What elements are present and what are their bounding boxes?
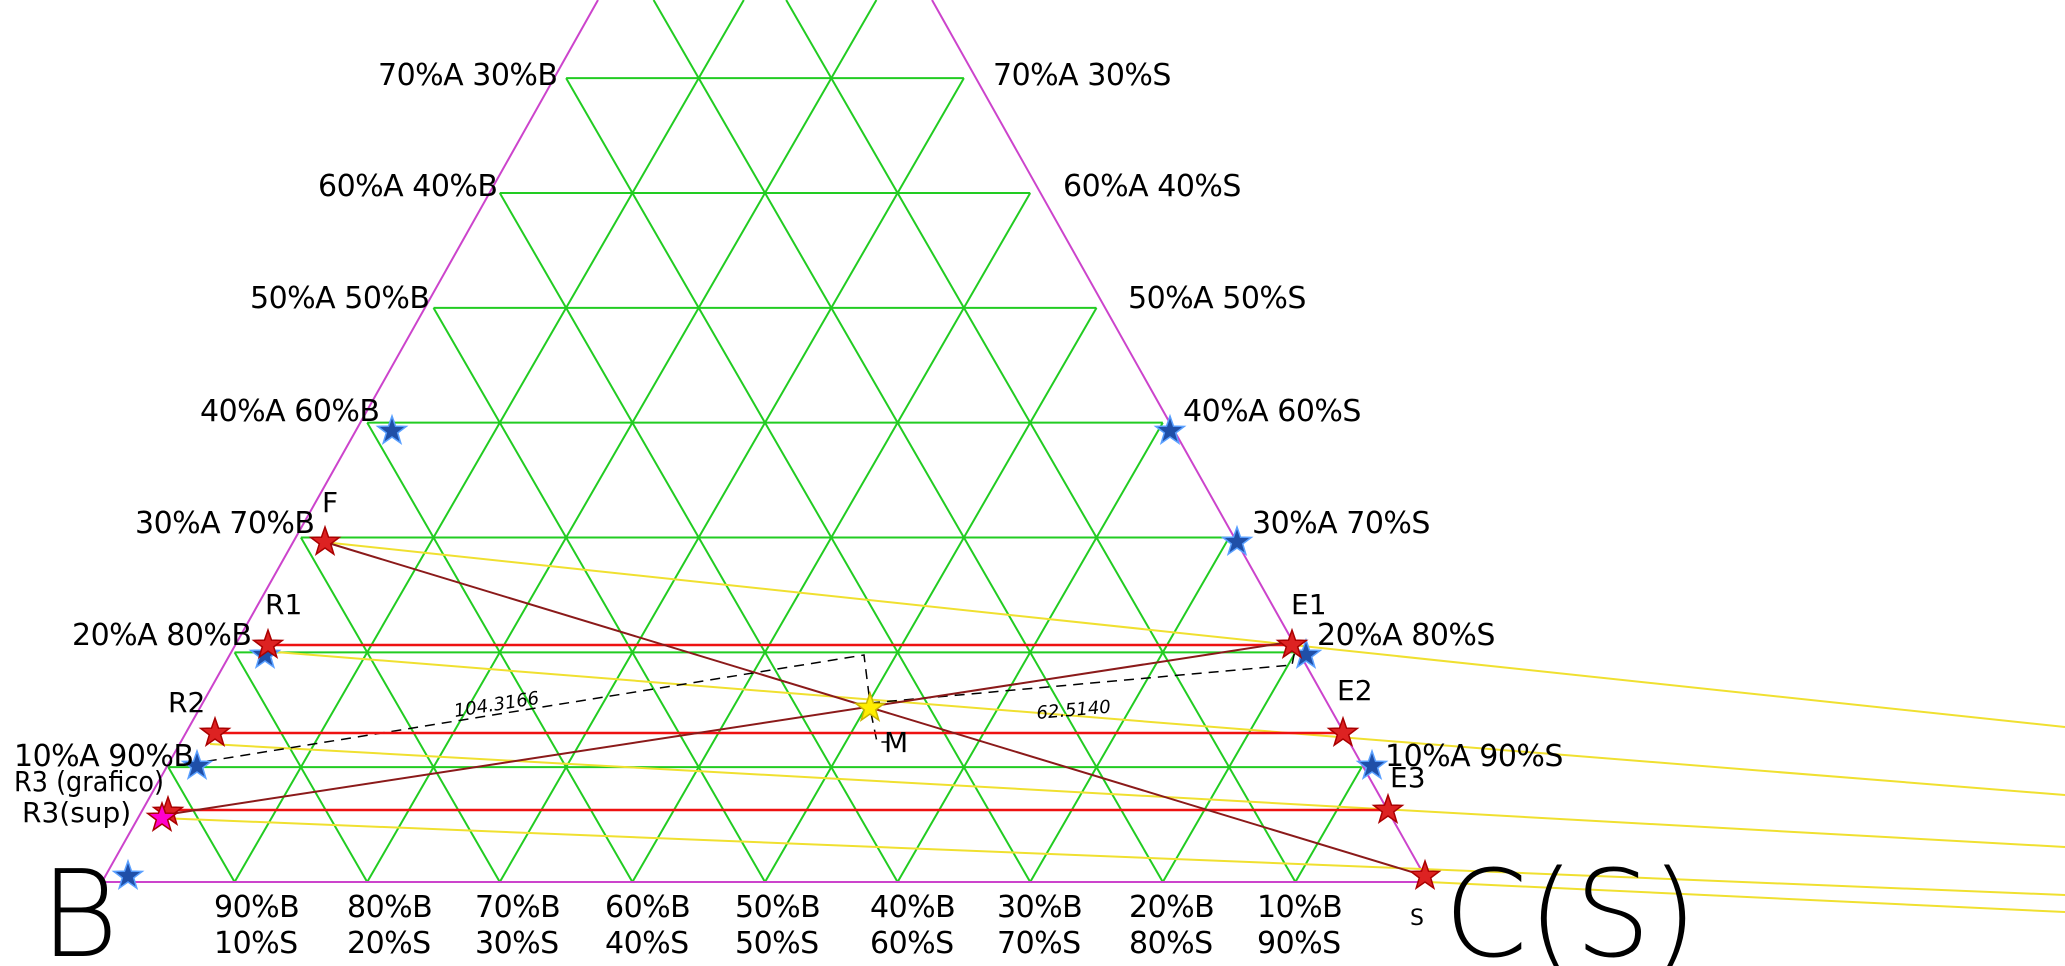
grid-line-s-5 <box>764 307 1098 883</box>
right-label-60: 60%A 40%S <box>1063 169 1241 204</box>
label-e3: E3 <box>1390 761 1426 794</box>
line-r3-e1 <box>163 641 1291 816</box>
grid-line-b-1 <box>785 0 1297 883</box>
grid-line-b-5 <box>432 307 766 883</box>
yellow-line-2 <box>262 650 2065 796</box>
base-bottom-50: 50%S <box>735 926 819 961</box>
grid-line-b-3 <box>565 77 1032 883</box>
right-label-50: 50%A 50%S <box>1128 281 1306 316</box>
dimension-left-value: 104.3166 <box>452 688 540 722</box>
point-labels: F R1 R2 R3 (grafico) R3(sup) E1 E2 E3 M <box>14 486 1426 829</box>
base-bottom-80: 80%S <box>1129 926 1213 961</box>
base-top-30: 30%B <box>997 890 1082 925</box>
grid-line-s-1 <box>233 0 745 883</box>
base-top-80: 80%B <box>347 890 432 925</box>
star-10s-icon <box>1355 748 1389 780</box>
base-top-90: 90%B <box>214 890 299 925</box>
base-bottom-90: 90%S <box>1257 926 1341 961</box>
right-label-40: 40%A 60%S <box>1183 394 1361 429</box>
dimension-line-right <box>869 644 1297 704</box>
star-r2-icon <box>198 715 232 747</box>
star-40b-icon <box>375 413 409 445</box>
left-label-60: 60%A 40%B <box>318 169 498 204</box>
point-markers <box>111 413 1442 890</box>
star-e3-icon <box>1371 792 1405 824</box>
m-leader <box>870 712 888 743</box>
grid-line-b-6 <box>366 422 634 883</box>
label-r3-sup: R3(sup) <box>22 796 131 829</box>
grid-line-s-6 <box>896 422 1164 883</box>
yellow-line-1 <box>322 541 2065 728</box>
grid-line-s-3 <box>498 77 965 883</box>
left-label-30: 30%A 70%B <box>135 506 315 541</box>
star-r3-graf-icon <box>145 800 179 832</box>
star-m-icon <box>853 690 887 722</box>
left-label-50: 50%A 50%B <box>250 281 430 316</box>
base-top-20: 20%B <box>1129 890 1214 925</box>
left-label-10: 10%A 90%B <box>14 739 194 774</box>
left-edge <box>101 0 599 883</box>
base-bottom-70: 70%S <box>997 926 1081 961</box>
base-top-40: 40%B <box>870 890 955 925</box>
star-e2-icon <box>1326 715 1360 747</box>
dimension-lines <box>189 644 1297 765</box>
base-bottom-60: 60%S <box>870 926 954 961</box>
base-top-50: 50%B <box>735 890 820 925</box>
base-bottom-30: 30%S <box>475 926 559 961</box>
dimension-line-left <box>189 654 871 765</box>
star-f-icon <box>308 524 342 556</box>
vertex-label-s: S <box>1410 906 1424 931</box>
star-40s-icon <box>1153 413 1187 445</box>
star-b-vertex-icon <box>111 858 145 890</box>
label-e1: E1 <box>1291 588 1327 621</box>
base-top-60: 60%B <box>605 890 690 925</box>
right-label-10: 10%A 90%S <box>1385 739 1563 774</box>
grid-line-s-9 <box>1294 766 1363 883</box>
left-label-40: 40%A 60%B <box>200 394 380 429</box>
base-bottom-40: 40%S <box>605 926 689 961</box>
left-edge-labels: 70%A 30%B 60%A 40%B 50%A 50%B 40%A 60%B … <box>14 58 558 774</box>
base-top-70: 70%B <box>475 890 560 925</box>
right-edge-labels: 70%A 30%S 60%A 40%S 50%A 50%S 40%A 60%S … <box>993 58 1563 774</box>
yellow-lines <box>159 541 2065 913</box>
label-r2: R2 <box>168 686 205 719</box>
grid-lines <box>167 0 1363 883</box>
label-r3-graf: R3 (grafico) <box>14 765 164 798</box>
label-f: F <box>322 486 338 519</box>
yellow-line-4 <box>159 817 2065 896</box>
grid-line-b-7 <box>300 536 501 883</box>
star-30s-icon <box>1220 524 1254 556</box>
yellow-line-5 <box>1427 881 2065 913</box>
grid-line-b-8 <box>233 651 369 883</box>
grid-line-b-9 <box>167 766 236 883</box>
star-e1-icon <box>1275 627 1309 659</box>
tie-lines <box>164 643 1384 812</box>
grid-line-b-2 <box>652 0 1164 883</box>
label-m: M <box>884 726 908 759</box>
star-s-icon <box>1408 858 1442 890</box>
grid-line-s-7 <box>1029 536 1230 883</box>
right-label-70: 70%A 30%S <box>993 58 1171 93</box>
base-top-10: 10%B <box>1257 890 1342 925</box>
label-r1: R1 <box>265 588 302 621</box>
base-bottom-20: 20%S <box>347 926 431 961</box>
dimension-right-value: 62.5140 <box>1036 697 1112 724</box>
vertex-label-b: B <box>40 846 119 966</box>
base-bottom-10: 10%S <box>214 926 298 961</box>
left-label-70: 70%A 30%B <box>378 58 558 93</box>
right-label-20: 20%A 80%S <box>1317 618 1495 653</box>
star-r1-red-icon <box>251 627 285 659</box>
grid-line-s-8 <box>1161 651 1297 883</box>
vertex-label-cs: C(S) <box>1444 846 1698 966</box>
grid-line-s-2 <box>366 0 878 883</box>
label-e2: E2 <box>1337 674 1373 707</box>
right-label-30: 30%A 70%S <box>1252 506 1430 541</box>
left-label-20: 20%A 80%B <box>72 618 252 653</box>
star-10b-icon <box>180 748 214 780</box>
base-labels: 90%B 80%B 70%B 60%B 50%B 40%B 30%B 20%B … <box>214 890 1343 961</box>
